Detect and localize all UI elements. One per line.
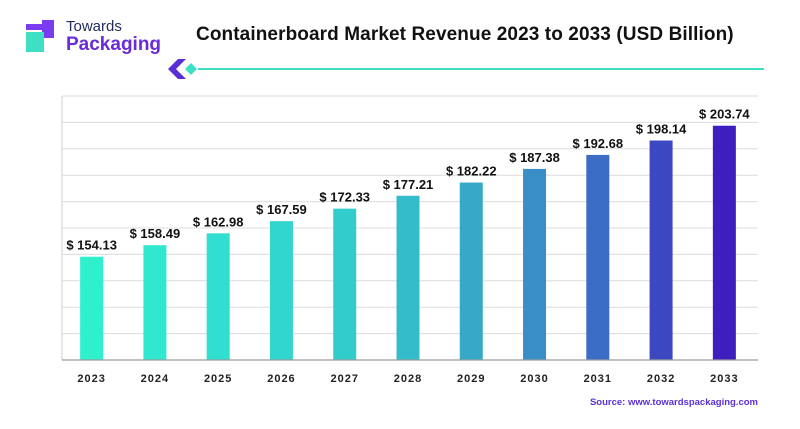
data-label: $ 162.98: [193, 214, 244, 229]
data-label: $ 167.59: [256, 202, 307, 217]
x-tick-label: 2032: [647, 373, 675, 385]
bar-2033: [712, 125, 736, 360]
x-tick-label: 2027: [330, 373, 358, 385]
title-divider: [168, 59, 764, 79]
bar-2025: [206, 233, 230, 360]
x-tick-label: 2031: [584, 373, 612, 385]
x-tick-label: 2023: [77, 373, 105, 385]
data-label: $ 192.68: [573, 136, 624, 151]
bar-2030: [523, 168, 547, 360]
bar-2028: [396, 195, 420, 360]
chart-title: Containerboard Market Revenue 2023 to 20…: [196, 24, 734, 45]
brand-logo: Towards Packaging: [22, 16, 172, 60]
bar-2031: [586, 154, 610, 360]
bar-2027: [333, 208, 357, 360]
brand-name-bottom: Packaging: [66, 34, 162, 55]
data-label: $ 154.13: [66, 238, 117, 253]
data-label: $ 177.21: [383, 177, 434, 192]
x-tick-label: 2029: [457, 373, 485, 385]
data-label: $ 198.14: [636, 122, 687, 137]
data-label: $ 203.74: [699, 107, 750, 122]
x-tick-label: 2030: [520, 373, 548, 385]
bar-2026: [269, 221, 293, 360]
x-tick-label: 2028: [394, 373, 422, 385]
logo-mark-icon: [26, 20, 54, 52]
x-tick-label: 2024: [141, 373, 169, 385]
bar-2032: [649, 140, 673, 360]
source-note: Source: www.towardspackaging.com: [589, 397, 758, 408]
x-tick-label: 2033: [710, 373, 738, 385]
data-label: $ 187.38: [509, 150, 560, 165]
bar-2029: [459, 182, 483, 360]
x-tick-label: 2026: [267, 373, 295, 385]
brand-name-top: Towards: [66, 18, 122, 35]
data-label: $ 158.49: [130, 226, 181, 241]
bar-2024: [143, 245, 167, 360]
data-label: $ 182.22: [446, 164, 497, 179]
data-label: $ 172.33: [319, 190, 370, 205]
bar-2023: [80, 256, 104, 360]
x-tick-label: 2025: [204, 373, 232, 385]
